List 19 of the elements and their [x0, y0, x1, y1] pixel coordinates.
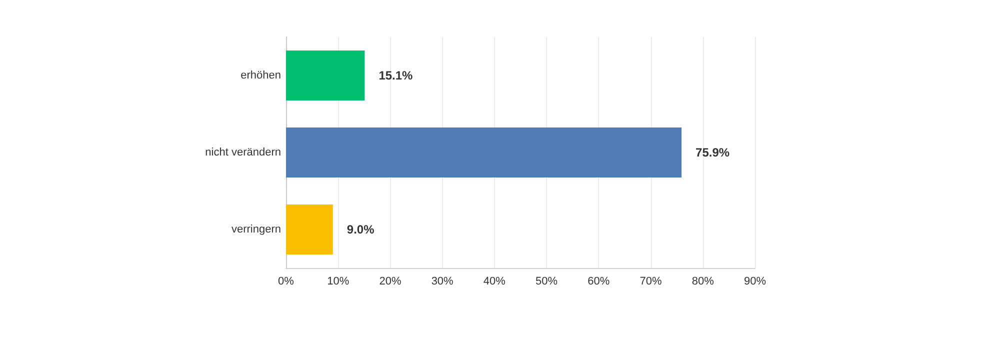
data-label: 75.9%	[696, 146, 730, 160]
x-tick-label: 50%	[536, 276, 558, 288]
x-tick-label: 60%	[588, 276, 610, 288]
bar	[286, 128, 682, 178]
bar	[286, 50, 365, 100]
x-tick-label: 90%	[744, 276, 766, 288]
y-tick-label: erhöhen	[240, 70, 281, 82]
x-tick-label: 20%	[379, 276, 402, 288]
x-tick-label: 80%	[692, 276, 714, 288]
x-tick-label: 30%	[431, 276, 454, 288]
x-tick-label: 0%	[278, 276, 294, 288]
y-tick-label: nicht verändern	[205, 146, 281, 158]
x-tick-label: 70%	[640, 276, 662, 288]
x-tick-label: 10%	[327, 276, 350, 288]
x-tick-label: 40%	[483, 276, 506, 288]
data-label: 15.1%	[378, 68, 414, 82]
y-tick-label: verringern	[231, 224, 281, 236]
bar	[286, 204, 333, 254]
data-label: 9.0%	[346, 222, 375, 236]
